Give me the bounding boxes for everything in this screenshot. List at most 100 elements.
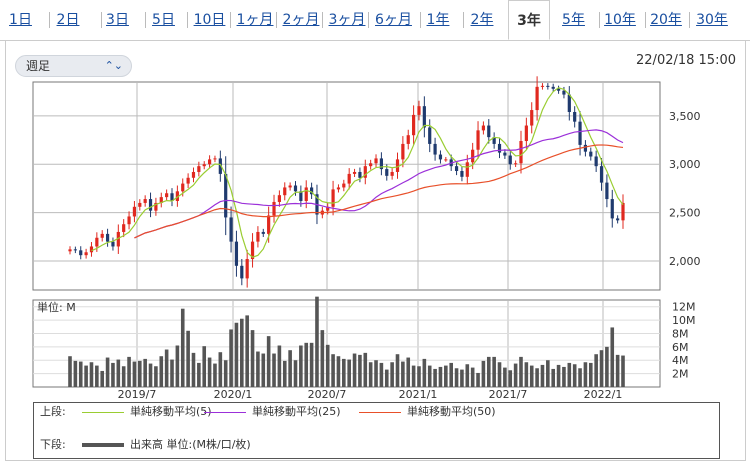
tab-2日[interactable]: 2日 xyxy=(56,12,80,28)
x-tick-label: 2020/7 xyxy=(308,388,347,401)
candle-body xyxy=(191,171,196,178)
candle-body xyxy=(562,90,566,95)
volume-bar xyxy=(470,367,475,387)
volume-bar xyxy=(159,356,164,387)
tab-3日[interactable]: 3日 xyxy=(106,12,129,28)
volume-bar xyxy=(180,308,185,387)
candle-body xyxy=(395,159,400,172)
tab-1日[interactable]: 1日 xyxy=(9,12,32,28)
tab-3ヶ月[interactable]: 3ヶ月 xyxy=(328,12,366,28)
tab-2ヶ月[interactable]: 2ヶ月 xyxy=(282,12,320,28)
volume-bar xyxy=(368,362,373,387)
ma25-swatch xyxy=(204,411,246,413)
volume-swatch xyxy=(82,443,124,447)
volume-bar xyxy=(529,365,534,387)
volume-bar xyxy=(438,366,443,387)
volume-bar xyxy=(594,354,598,387)
candle-body xyxy=(122,224,126,232)
volume-bar xyxy=(272,353,276,387)
candle-body xyxy=(352,171,357,174)
x-tick-label: 2021/1 xyxy=(399,388,438,401)
legend-ma5-label: 単純移動平均(5) xyxy=(130,405,212,418)
tab-20年[interactable]: 20年 xyxy=(650,12,682,28)
candle-body xyxy=(170,193,174,201)
candle-body xyxy=(412,114,416,136)
volume-bar xyxy=(100,370,105,387)
x-tick-label: 2020/1 xyxy=(214,388,253,401)
x-tick-label: 2019/7 xyxy=(118,388,157,401)
volume-bar xyxy=(497,362,502,387)
candle-body xyxy=(299,191,303,201)
candle-body xyxy=(181,183,185,192)
period-select-value: 週足 xyxy=(26,59,51,73)
tab-1年[interactable]: 1年 xyxy=(426,12,450,28)
volume-bar xyxy=(444,365,448,387)
legend-upper-label: 上段: xyxy=(40,405,66,418)
candle-body xyxy=(111,241,115,247)
tab-3年[interactable]: 3年 xyxy=(508,0,550,40)
candle-body xyxy=(256,231,260,242)
volume-bar xyxy=(137,360,142,387)
tab-10年[interactable]: 10年 xyxy=(604,12,636,28)
tab-separator xyxy=(49,12,50,28)
volume-bar xyxy=(148,363,153,387)
legend-ma50-label: 単純移動平均(50) xyxy=(407,405,496,418)
tab-5年[interactable]: 5年 xyxy=(562,12,585,28)
legend-ma5: 単純移動平均(5) xyxy=(82,405,212,419)
volume-bar xyxy=(578,368,582,387)
candle-body xyxy=(358,171,362,178)
volume-bar xyxy=(342,358,346,387)
volume-bar xyxy=(395,354,400,387)
candle-body xyxy=(165,193,169,198)
volume-bar xyxy=(132,361,137,387)
volume-bar xyxy=(191,352,196,387)
period-select[interactable]: 週足 ⌃⌄ xyxy=(15,55,132,77)
volume-tick-label: 12M xyxy=(672,301,696,314)
candle-body xyxy=(481,125,486,131)
tab-10日[interactable]: 10日 xyxy=(193,12,226,28)
candle-body xyxy=(428,127,432,144)
chart-panel xyxy=(5,41,746,461)
ma5-swatch xyxy=(82,411,124,413)
tab-5日[interactable]: 5日 xyxy=(152,12,175,28)
candle-body xyxy=(471,149,475,163)
candle-body xyxy=(148,199,153,211)
candle-body xyxy=(267,215,271,234)
candle-body xyxy=(261,231,265,234)
candle-body xyxy=(605,182,609,200)
candle-body xyxy=(288,185,292,188)
tab-6ヶ月[interactable]: 6ヶ月 xyxy=(375,12,412,28)
price-tick-label: 3,000 xyxy=(669,158,701,171)
volume-bar xyxy=(384,369,389,387)
candle-body xyxy=(127,216,131,225)
volume-bar xyxy=(207,357,212,387)
candle-body xyxy=(84,252,88,256)
tab-1ヶ月[interactable]: 1ヶ月 xyxy=(236,12,274,28)
candle-body xyxy=(567,94,571,112)
volume-bar xyxy=(465,364,470,387)
candle-body xyxy=(556,88,561,91)
candle-body xyxy=(245,259,249,279)
volume-bar xyxy=(105,357,110,387)
legend-ma50: 単純移動平均(50) xyxy=(359,405,496,419)
volume-tick-label: 4M xyxy=(672,354,689,367)
candle-body xyxy=(476,130,480,150)
tab-separator xyxy=(420,12,421,28)
volume-bar xyxy=(605,346,609,387)
candle-body xyxy=(616,218,620,221)
candle-body xyxy=(599,166,604,183)
volume-bar xyxy=(309,342,314,387)
volume-bar xyxy=(261,353,266,387)
volume-bar xyxy=(540,364,545,387)
candle-body xyxy=(79,250,83,256)
candle-body xyxy=(573,111,577,122)
candle-body xyxy=(207,159,212,165)
candle-body xyxy=(100,233,104,238)
volume-bar xyxy=(411,365,416,387)
volume-bar xyxy=(406,357,411,387)
tab-30年[interactable]: 30年 xyxy=(696,12,728,28)
tab-2年[interactable]: 2年 xyxy=(470,12,494,28)
volume-bar xyxy=(562,366,566,387)
candle-body xyxy=(374,158,378,164)
candle-body xyxy=(336,187,341,190)
